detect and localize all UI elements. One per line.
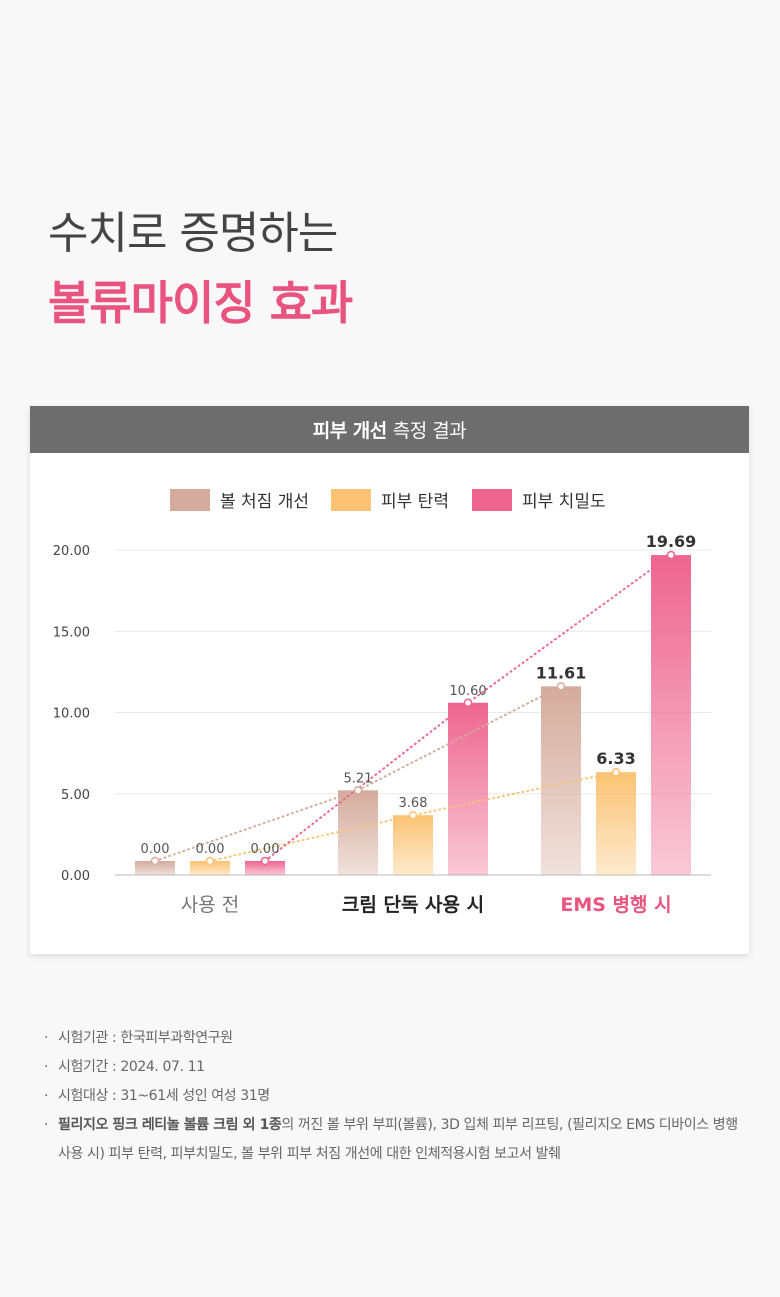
chart-value-labels: 0.00 5.21 11.61 0.00 3.68 6.33 0.00 10.60 19.69 — [141, 532, 697, 866]
chart-legend: 볼 처짐 개선 피부 탄력 피부 치밀도 — [170, 489, 606, 512]
data-label: 11.61 — [536, 663, 587, 682]
trend-line — [264, 554, 672, 862]
data-marker — [463, 698, 473, 707]
y-tick-label: 20.00 — [53, 544, 90, 559]
y-tick-label: 10.00 — [53, 707, 90, 722]
footnote-item: · 시험대상 : 31~61세 성인 여성 31명 — [44, 1082, 744, 1111]
footnote-bullet: · — [44, 1059, 49, 1075]
data-marker — [150, 856, 160, 866]
trend-line — [209, 771, 617, 862]
result-card: 피부 개선 측정 결과 볼 처짐 개선 피부 탄력 피부 치밀도 0.00 5.00 1… — [30, 406, 749, 954]
footnote-bullet: · — [44, 1030, 49, 1046]
data-marker — [556, 682, 566, 691]
bar-chart: 볼 처짐 개선 피부 탄력 피부 치밀도 0.00 5.00 10.00 15.00 20.… — [53, 489, 711, 916]
x-category-label: 크림 단독 사용 시 — [342, 894, 484, 916]
footnote-item: · 필리지오 핑크 레티놀 볼륨 크림 외 1종의 꺼진 볼 부위 부피(볼륨)… — [44, 1111, 744, 1169]
card-header-rest: 측정 결과 — [392, 420, 467, 442]
y-tick-label: 0.00 — [61, 869, 90, 884]
footnote-bullet: · — [44, 1088, 49, 1104]
footnote-item: · 시험기간 : 2024. 07. 11 — [44, 1053, 744, 1082]
data-marker — [205, 856, 215, 866]
legend-swatch — [170, 489, 210, 511]
footnote-product: 필리지오 핑크 레티놀 볼륨 크림 외 1종 — [58, 1117, 282, 1133]
legend-swatch — [331, 489, 371, 511]
chart-grid: 0.00 5.00 10.00 15.00 20.00 — [53, 544, 711, 884]
footnotes: · 시험기관 : 한국피부과학연구원 · 시험기간 : 2024. 07. 11 · 시험… — [44, 1024, 744, 1169]
data-label: 6.33 — [596, 749, 635, 768]
footnote-text: 시험대상 : 31~61세 성인 여성 31명 — [58, 1088, 270, 1104]
data-marker — [611, 767, 621, 777]
chart-area: 볼 처짐 개선 피부 탄력 피부 치밀도 0.00 5.00 10.00 15.00 20.… — [30, 453, 749, 954]
data-label: 0.00 — [251, 842, 280, 857]
footnote-text: 시험기간 : 2024. 07. 11 — [58, 1059, 205, 1075]
bar — [393, 815, 433, 875]
legend-label: 볼 처짐 개선 — [220, 492, 309, 512]
y-tick-label: 5.00 — [61, 788, 90, 803]
footnote-source: 의 꺼진 볼 부위 부피(볼륨), 3D 입체 피부 리프팅, (필리지오 EM… — [58, 1117, 738, 1162]
data-label: 10.60 — [449, 684, 486, 699]
data-marker — [353, 786, 363, 795]
bar — [651, 555, 691, 875]
footnote-bullet: · — [44, 1117, 49, 1133]
data-label: 0.00 — [141, 842, 170, 857]
bar — [541, 686, 581, 875]
bar — [596, 772, 636, 875]
x-category-label: 사용 전 — [181, 894, 239, 916]
data-marker — [408, 810, 418, 820]
card-header-bold: 피부 개선 — [312, 420, 388, 442]
data-label: 5.21 — [344, 771, 373, 786]
headline-line2: 볼류마이징 효과 — [48, 276, 353, 330]
bar — [448, 702, 488, 875]
headline: 수치로 증명하는 볼류마이징 효과 — [48, 208, 353, 330]
data-marker — [666, 550, 676, 560]
bar — [245, 861, 285, 875]
chart-bars — [135, 555, 691, 875]
footnote-text: 시험기관 : 한국피부과학연구원 — [58, 1030, 233, 1046]
legend-swatch — [472, 489, 512, 511]
footnote-item: · 시험기관 : 한국피부과학연구원 — [44, 1024, 744, 1053]
legend-label: 피부 탄력 — [381, 492, 449, 512]
y-tick-label: 15.00 — [53, 625, 90, 640]
data-label: 0.00 — [196, 842, 225, 857]
headline-line1: 수치로 증명하는 — [48, 208, 338, 259]
bar — [190, 861, 230, 875]
data-label: 3.68 — [399, 796, 428, 811]
bar — [338, 790, 378, 875]
bar — [135, 861, 175, 875]
legend-label: 피부 치밀도 — [522, 492, 606, 512]
x-category-label: EMS 병행 시 — [560, 894, 671, 916]
data-marker — [260, 856, 270, 866]
card-header: 피부 개선 측정 결과 — [30, 406, 749, 453]
data-label: 19.69 — [646, 532, 697, 551]
chart-category-labels: 사용 전 크림 단독 사용 시 EMS 병행 시 — [181, 894, 672, 916]
